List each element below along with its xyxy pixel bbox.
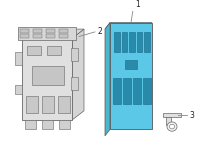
Polygon shape — [110, 23, 152, 129]
Bar — [32, 66, 64, 85]
Text: 2: 2 — [97, 27, 102, 36]
Bar — [122, 32, 127, 52]
Bar — [15, 85, 22, 94]
Bar — [42, 96, 54, 113]
Bar — [46, 29, 55, 33]
Bar — [136, 32, 142, 52]
Bar — [33, 34, 42, 38]
Bar — [58, 96, 70, 113]
Bar — [114, 32, 120, 52]
Bar — [59, 29, 68, 33]
Text: 1: 1 — [135, 0, 140, 9]
Polygon shape — [72, 29, 84, 120]
Bar — [143, 78, 151, 104]
Text: 3: 3 — [189, 111, 194, 120]
Bar — [166, 117, 171, 125]
Circle shape — [170, 124, 174, 129]
Bar — [59, 34, 68, 38]
Bar — [113, 78, 120, 104]
Bar — [20, 29, 29, 33]
Polygon shape — [22, 38, 72, 120]
Circle shape — [167, 122, 177, 131]
Bar — [144, 32, 150, 52]
Bar — [15, 52, 22, 65]
Bar — [26, 96, 38, 113]
Polygon shape — [105, 23, 152, 29]
Bar — [125, 60, 137, 69]
Bar — [133, 78, 140, 104]
Bar — [163, 113, 181, 117]
Bar — [18, 27, 76, 40]
Bar — [42, 120, 53, 129]
Bar — [47, 46, 61, 55]
Bar — [59, 120, 70, 129]
Bar — [129, 32, 134, 52]
Bar — [123, 78, 130, 104]
Bar — [71, 77, 78, 90]
Bar — [71, 48, 78, 61]
Bar — [46, 34, 55, 38]
Bar — [33, 29, 42, 33]
Polygon shape — [22, 29, 84, 38]
Polygon shape — [105, 23, 110, 136]
Bar — [25, 120, 36, 129]
Bar — [27, 46, 41, 55]
Bar — [20, 34, 29, 38]
